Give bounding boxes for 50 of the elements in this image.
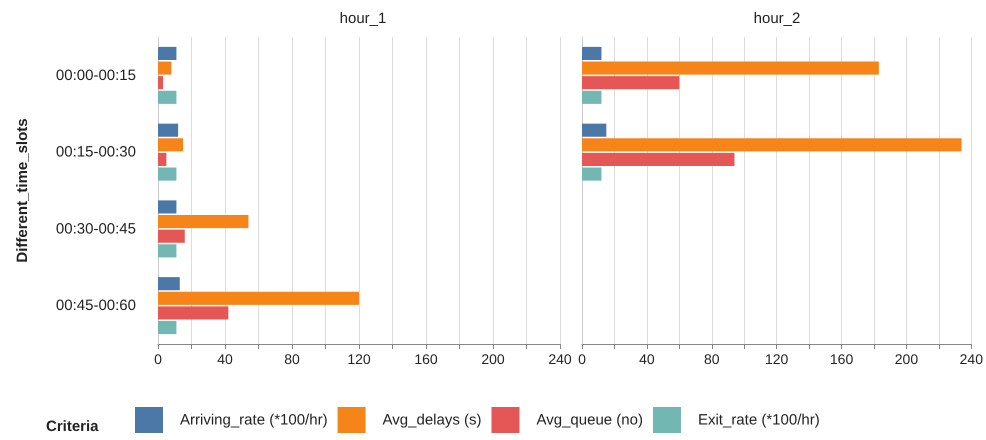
x-tick-label: 0	[578, 351, 586, 367]
chart-title: hour_2	[754, 10, 800, 27]
bar	[582, 152, 734, 166]
bar	[158, 230, 185, 243]
y-tick-label: 00:30-00:45	[56, 220, 136, 238]
bar	[158, 292, 359, 305]
bar	[158, 277, 180, 290]
bar	[582, 76, 680, 90]
x-tick-label: 120	[764, 351, 789, 367]
x-tick-label: 240	[960, 351, 984, 367]
legend-label: Exit_rate (*100/hr)	[698, 412, 820, 428]
x-tick-label: 160	[414, 351, 438, 367]
bar	[158, 46, 176, 60]
x-tick-label: 0	[154, 351, 162, 367]
x-tick-label: 40	[639, 351, 655, 367]
x-tick-label: 200	[481, 351, 505, 367]
chart-title: hour_1	[340, 10, 386, 27]
bar	[158, 152, 166, 166]
x-tick-label: 200	[894, 351, 918, 367]
bar	[158, 138, 184, 152]
bar	[158, 168, 176, 181]
x-tick-label: 40	[217, 351, 233, 367]
bar	[158, 200, 176, 214]
legend-label: Avg_delays (s)	[382, 412, 482, 428]
bar	[582, 168, 602, 181]
bar	[158, 90, 176, 104]
y-tick-label: 00:15-00:30	[56, 144, 136, 161]
x-tick-label: 80	[704, 351, 720, 367]
bar	[158, 321, 176, 334]
bar	[582, 46, 602, 60]
bar	[158, 306, 228, 320]
bar	[582, 138, 962, 152]
x-tick-label: 240	[548, 351, 572, 367]
bar	[582, 90, 602, 104]
bar	[158, 76, 164, 90]
legend-label: Arriving_rate (*100/hr)	[180, 412, 328, 428]
y-tick-label: 00:00-00:15	[56, 66, 136, 84]
bar	[158, 62, 172, 75]
x-tick-label: 120	[347, 351, 371, 367]
legend-label: Avg_queue (no)	[536, 412, 643, 428]
bar	[158, 215, 248, 228]
bar	[582, 124, 606, 137]
bar	[158, 244, 176, 258]
x-tick-label: 80	[284, 351, 300, 367]
x-tick-label: 160	[830, 351, 854, 367]
bar	[582, 62, 879, 75]
y-axis-title: Different_time_slots	[14, 118, 31, 263]
bar	[158, 124, 178, 137]
y-tick-label: 00:45-00:60	[56, 297, 136, 314]
legend-title: Criteria	[46, 418, 100, 435]
